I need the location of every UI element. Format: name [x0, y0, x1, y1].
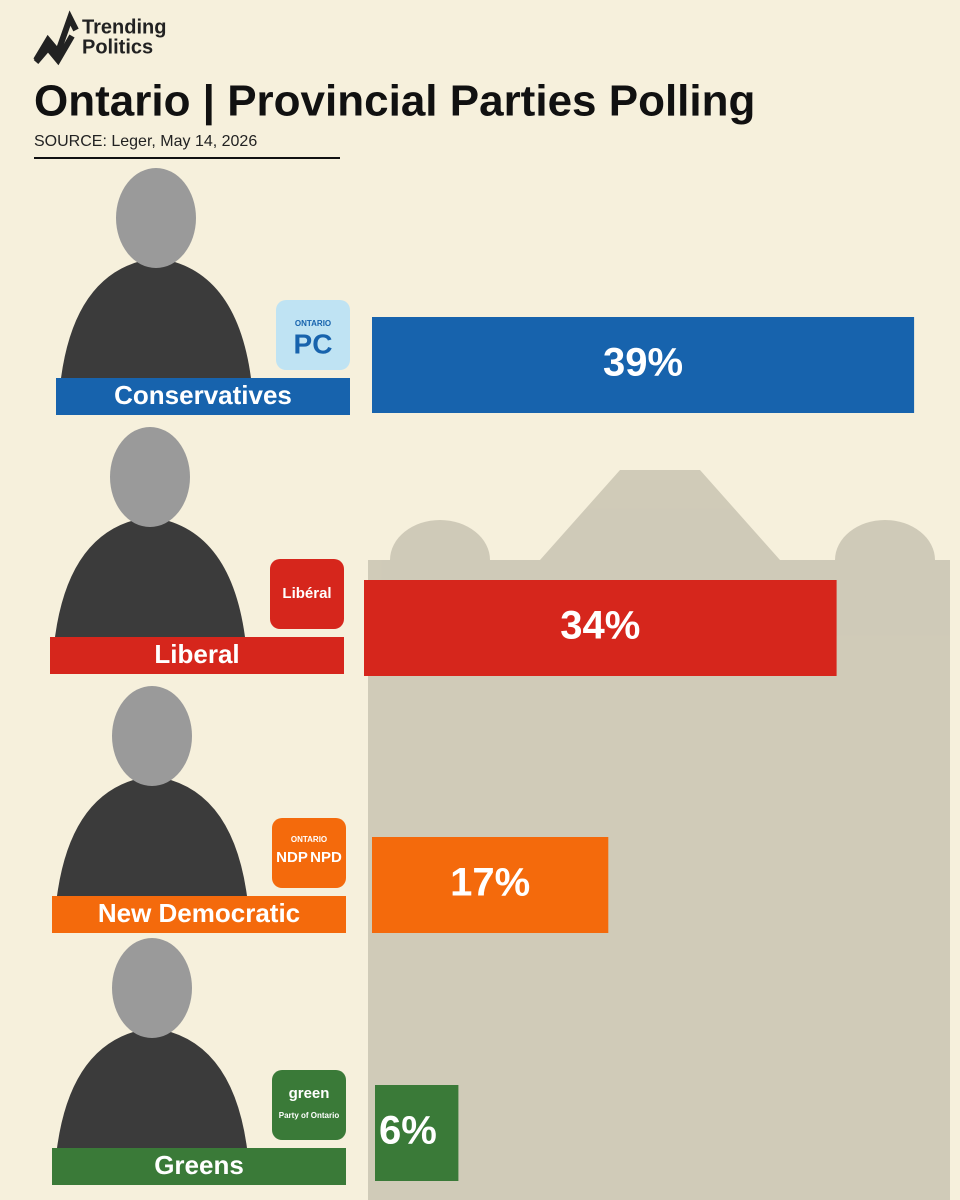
category-label: Conservatives: [114, 380, 292, 410]
logo-box: [272, 818, 346, 888]
logo-text: green: [289, 1085, 330, 1102]
category-label: Greens: [154, 1150, 244, 1180]
party-logo: green Party of Ontario: [272, 1070, 346, 1140]
value-label: 17%: [450, 861, 530, 905]
chart-title: Ontario | Provincial Parties Polling: [34, 77, 755, 127]
bar: [372, 317, 915, 413]
chart-subtitle: SOURCE: Leger, May 14, 2026: [34, 133, 257, 150]
portrait-body: [57, 1028, 247, 1148]
portrait: [57, 686, 247, 896]
category-box: [52, 896, 346, 933]
party-logo: ONTARIO NDP NPD: [272, 818, 346, 888]
portrait: [57, 938, 247, 1148]
category-box: [50, 637, 344, 674]
portrait-body: [57, 776, 247, 896]
portrait-body: [61, 258, 251, 378]
brand-line: Trending: [82, 16, 166, 38]
category-label: New Democratic: [98, 898, 300, 928]
bar: [375, 1085, 459, 1181]
brand-logo: Trending Politics: [33, 10, 166, 66]
logo-text: ONTARIO: [295, 319, 331, 328]
portrait: [61, 168, 251, 378]
logo-text: Libéral: [282, 585, 331, 602]
brand-line: Politics: [82, 36, 153, 58]
category-label: Liberal: [154, 639, 239, 669]
logo-text: ONTARIO: [291, 835, 327, 844]
category-box: [52, 1148, 346, 1185]
logo-box: [272, 1070, 346, 1140]
portrait-head: [110, 427, 190, 527]
logo-text: NDP: [276, 849, 308, 866]
bar: [372, 837, 609, 933]
logo-box: [270, 559, 344, 629]
portrait-head: [112, 686, 192, 786]
portrait-body: [55, 517, 245, 637]
portrait: [55, 427, 245, 637]
portrait-head: [116, 168, 196, 268]
portrait-head: [112, 938, 192, 1038]
logo-box: [276, 300, 350, 370]
bar: [364, 580, 837, 676]
party-logo: Libéral: [270, 559, 344, 629]
value-label: 6%: [379, 1109, 437, 1153]
value-label: 39%: [603, 341, 683, 385]
logo-text: PC: [294, 328, 333, 359]
logo-text: Party of Ontario: [279, 1111, 340, 1120]
value-label: 34%: [560, 604, 640, 648]
logo-text: NPD: [310, 849, 342, 866]
category-box: [56, 378, 350, 415]
